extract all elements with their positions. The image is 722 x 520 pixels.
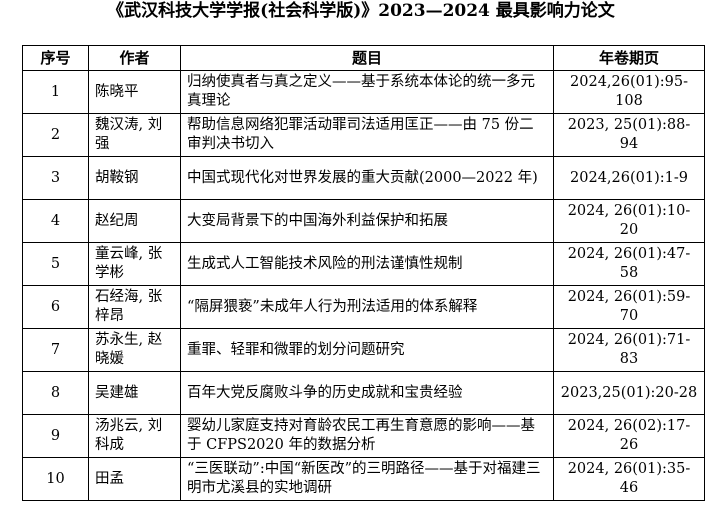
table-row: 10 田孟 “三医联动”:中国“新医改”的三明路径——基于对福建三明市尤溪县的实地调… [22,457,705,501]
table-row: 7 苏永生, 赵晓媛 重罪、轻罪和微罪的划分问题研究 2024, 26(01):71-… [22,328,705,372]
table-cell: 2024,26(01):1-9 [553,156,705,200]
table-cell: 重罪、轻罪和微罪的划分问题研究 [180,328,554,372]
table-cell: 2024, 26(01):10-20 [553,199,705,243]
table-cell: 2024, 26(01):47-58 [553,242,705,286]
table-cell: 婴幼儿家庭支持对育龄农民工再生育意愿的影响——基于 CFPS2020 年的数据分… [180,414,554,458]
table-cell: 魏汉涛, 刘强 [88,113,181,157]
column-header: 序号 [22,45,89,71]
table-cell: 2024, 26(01):59-70 [553,285,705,329]
column-header: 题目 [180,45,554,71]
table-cell: 胡鞍钢 [88,156,181,200]
header-row: 序号 作者 题目 年卷期页 [22,45,705,71]
table-cell: 田孟 [88,457,181,501]
table-cell: 生成式人工智能技术风险的刑法谨慎性规制 [180,242,554,286]
table-row: 1 陈晓平 归纳使真者与真之定义——基于系统本体论的统一多元真理论 2024,26(0… [22,70,705,114]
column-header: 年卷期页 [553,45,705,71]
table-cell: 赵纪周 [88,199,181,243]
table-cell: 百年大党反腐败斗争的历史成就和宝贵经验 [180,371,554,415]
table-row: 8 吴建雄 百年大党反腐败斗争的历史成就和宝贵经验 2023,25(01):20-28 [22,371,705,415]
table-cell: 5 [22,242,89,286]
table-cell: 9 [22,414,89,458]
table-cell: 大变局背景下的中国海外利益保护和拓展 [180,199,554,243]
table-cell: 童云峰, 张学彬 [88,242,181,286]
table-cell: 归纳使真者与真之定义——基于系统本体论的统一多元真理论 [180,70,554,114]
table-cell: 1 [22,70,89,114]
table-row: 6 石经海, 张梓昂 “隔屏猥亵”未成年人行为刑法适用的体系解释 2024, 26(0… [22,285,705,329]
table-cell: 苏永生, 赵晓媛 [88,328,181,372]
table-cell: 10 [22,457,89,501]
table-row: 4 赵纪周 大变局背景下的中国海外利益保护和拓展 2024, 26(01):10-20 [22,199,705,243]
table-cell: 中国式现代化对世界发展的重大贡献(2000—2022 年) [180,156,554,200]
table-cell: 帮助信息网络犯罪活动罪司法适用匡正——由 75 份二审判决书切入 [180,113,554,157]
column-header: 作者 [88,45,181,71]
table-cell: 2024, 26(01):35-46 [553,457,705,501]
table-cell: 4 [22,199,89,243]
table-cell: 2023, 25(01):88-94 [553,113,705,157]
table-cell: 2023,25(01):20-28 [553,371,705,415]
table-cell: 2024, 26(01):71-83 [553,328,705,372]
table-cell: “三医联动”:中国“新医改”的三明路径——基于对福建三明市尤溪县的实地调研 [180,457,554,501]
table-cell: 2 [22,113,89,157]
table-cell: 石经海, 张梓昂 [88,285,181,329]
table-row: 3 胡鞍钢 中国式现代化对世界发展的重大贡献(2000—2022 年) 2024,26… [22,156,705,200]
table-cell: 2024,26(01):95-108 [553,70,705,114]
table-cell: 2024, 26(02):17-26 [553,414,705,458]
table-row: 2 魏汉涛, 刘强 帮助信息网络犯罪活动罪司法适用匡正——由 75 份二审判决书切入… [22,113,705,157]
table-cell: 汤兆云, 刘科成 [88,414,181,458]
table-row: 5 童云峰, 张学彬 生成式人工智能技术风险的刑法谨慎性规制 2024, 26(01)… [22,242,705,286]
table-cell: 陈晓平 [88,70,181,114]
papers-table: 序号 作者 题目 年卷期页 1 陈晓平 归纳使真者与真之定义——基于系统本体论的统一多元真… [22,45,705,501]
table-cell: 吴建雄 [88,371,181,415]
table-cell: 8 [22,371,89,415]
table-cell: “隔屏猥亵”未成年人行为刑法适用的体系解释 [180,285,554,329]
table-row: 9 汤兆云, 刘科成 婴幼儿家庭支持对育龄农民工再生育意愿的影响——基于 CFPS2… [22,414,705,458]
table-cell: 6 [22,285,89,329]
document-title: 《武汉科技大学学报(社会科学版)》2023—2024 最具影响力论文 [107,1,615,21]
table-cell: 7 [22,328,89,372]
table-cell: 3 [22,156,89,200]
